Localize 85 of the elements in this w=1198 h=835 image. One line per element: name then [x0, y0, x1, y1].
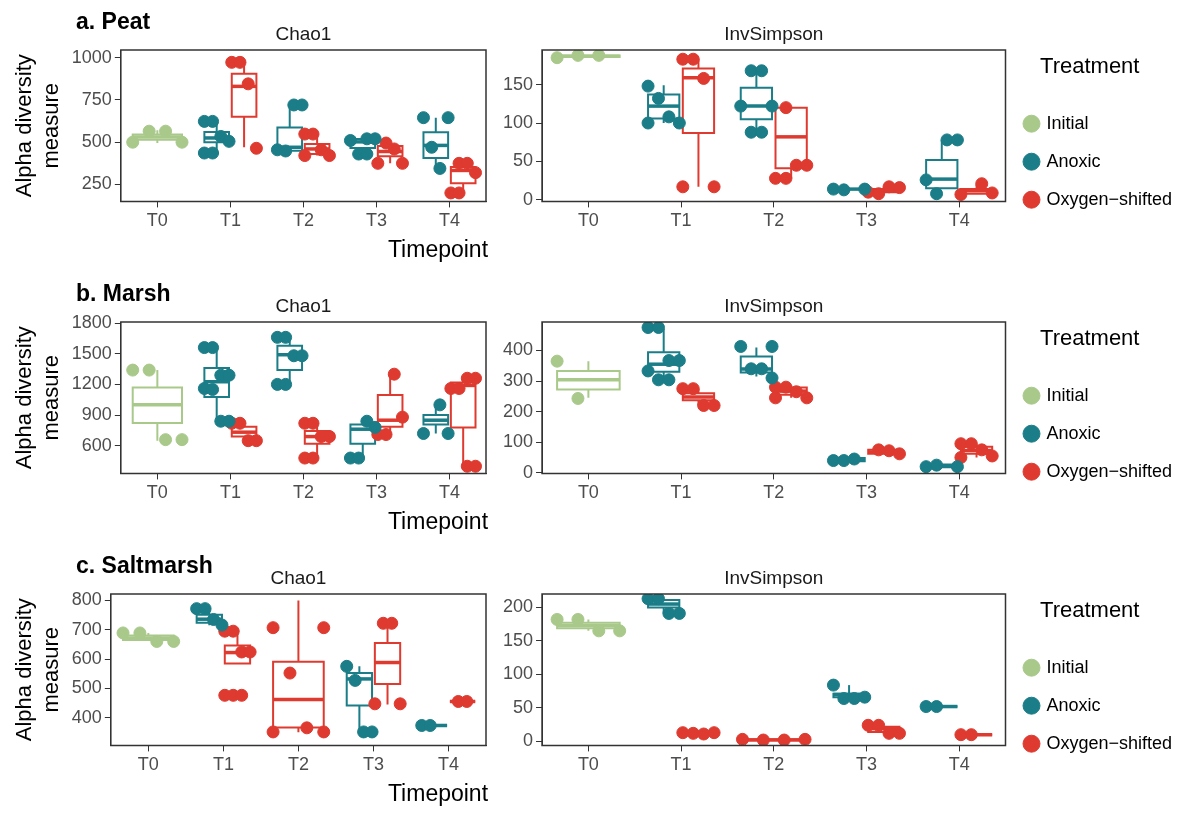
legend-title: Treatment [1040, 597, 1140, 623]
y-axis-title: Alpha diversity measure [11, 598, 63, 742]
x-tick-label: T1 [212, 754, 234, 775]
legend-label: Oxygen−shifted [1046, 732, 1173, 753]
legend-title: Treatment [1040, 53, 1140, 79]
chart-subtitle: Chao1 [270, 566, 327, 588]
chart-title: a. Peat [76, 8, 151, 35]
chart-subtitle: Chao1 [275, 22, 332, 44]
y-tick-label: 600 [81, 434, 112, 455]
x-tick-label: T2 [763, 482, 785, 503]
x-tick-label: T1 [219, 210, 241, 231]
chart-subtitle: InvSimpson [724, 566, 824, 588]
x-tick-label: T3 [365, 482, 387, 503]
y-tick-label: 0 [523, 730, 534, 751]
x-tick-label: T0 [146, 482, 168, 503]
legend-title: Treatment [1040, 325, 1140, 351]
legend-label: Oxygen−shifted [1046, 460, 1173, 481]
x-tick-label: T3 [855, 210, 877, 231]
y-tick-label: 100 [502, 111, 534, 132]
x-tick-label: T4 [437, 754, 459, 775]
x-tick-label: T3 [362, 754, 384, 775]
x-tick-label: T2 [763, 754, 785, 775]
legend-label: Oxygen−shifted [1046, 188, 1173, 209]
chart-subtitle: Chao1 [275, 294, 332, 316]
y-tick-label: 1500 [71, 342, 112, 363]
y-tick-label: 500 [71, 677, 102, 698]
x-tick-label: T4 [438, 482, 460, 503]
x-tick-label: T0 [146, 210, 168, 231]
x-tick-label: T4 [948, 754, 970, 775]
x-tick-label: T2 [763, 210, 785, 231]
y-axis-title: Alpha diversity measure [11, 54, 63, 198]
y-tick-label: 750 [81, 88, 112, 109]
x-tick-label: T0 [577, 482, 599, 503]
y-tick-label: 200 [502, 400, 534, 421]
x-tick-label: T1 [219, 482, 241, 503]
x-tick-label: T1 [670, 754, 692, 775]
y-tick-label: 600 [71, 647, 102, 668]
x-axis-title: Timepoint [386, 508, 490, 535]
y-tick-label: 50 [513, 696, 534, 717]
x-axis-title: Timepoint [386, 780, 490, 807]
legend-label: Anoxic [1046, 694, 1101, 715]
x-tick-label: T0 [137, 754, 159, 775]
x-tick-label: T3 [365, 210, 387, 231]
legend-label: Initial [1046, 384, 1089, 405]
y-tick-label: 300 [502, 370, 534, 390]
x-axis-title: Timepoint [386, 236, 490, 263]
legend-label: Anoxic [1046, 422, 1101, 443]
y-tick-label: 1000 [71, 46, 112, 67]
y-tick-label: 400 [502, 339, 534, 360]
y-tick-label: 400 [71, 706, 102, 727]
legend-label: Anoxic [1046, 150, 1101, 171]
y-tick-label: 900 [81, 404, 112, 425]
chart-subtitle: InvSimpson [724, 294, 824, 316]
x-tick-label: T4 [948, 210, 970, 231]
y-tick-label: 250 [81, 173, 112, 194]
x-tick-label: T4 [438, 210, 460, 231]
y-axis-title: Alpha diversity measure [11, 326, 63, 470]
x-tick-label: T4 [948, 482, 970, 503]
x-tick-label: T2 [292, 210, 314, 231]
x-tick-label: T3 [855, 482, 877, 503]
x-tick-label: T2 [287, 754, 309, 775]
x-tick-label: T0 [577, 754, 599, 775]
y-tick-label: 200 [502, 596, 534, 617]
y-tick-label: 0 [523, 461, 534, 482]
x-tick-label: T1 [670, 210, 692, 231]
y-tick-label: 100 [502, 431, 534, 452]
y-tick-label: 1800 [71, 311, 112, 332]
y-tick-label: 700 [71, 618, 102, 639]
legend-label: Initial [1046, 656, 1089, 677]
y-tick-label: 500 [81, 131, 112, 152]
legend-label: Initial [1046, 112, 1089, 133]
y-tick-label: 50 [513, 150, 534, 171]
x-tick-label: T0 [577, 210, 599, 231]
x-tick-label: T1 [670, 482, 692, 503]
y-tick-label: 0 [523, 188, 534, 209]
chart-subtitle: InvSimpson [724, 22, 824, 44]
x-tick-label: T3 [855, 754, 877, 775]
chart-title: c. Saltmarsh [76, 552, 213, 579]
x-tick-label: T2 [292, 482, 314, 503]
y-tick-label: 800 [71, 589, 102, 610]
y-tick-label: 150 [502, 629, 534, 650]
y-tick-label: 150 [502, 73, 534, 94]
chart-title: b. Marsh [76, 280, 171, 307]
y-tick-label: 100 [502, 663, 534, 684]
y-tick-label: 1200 [71, 373, 112, 394]
